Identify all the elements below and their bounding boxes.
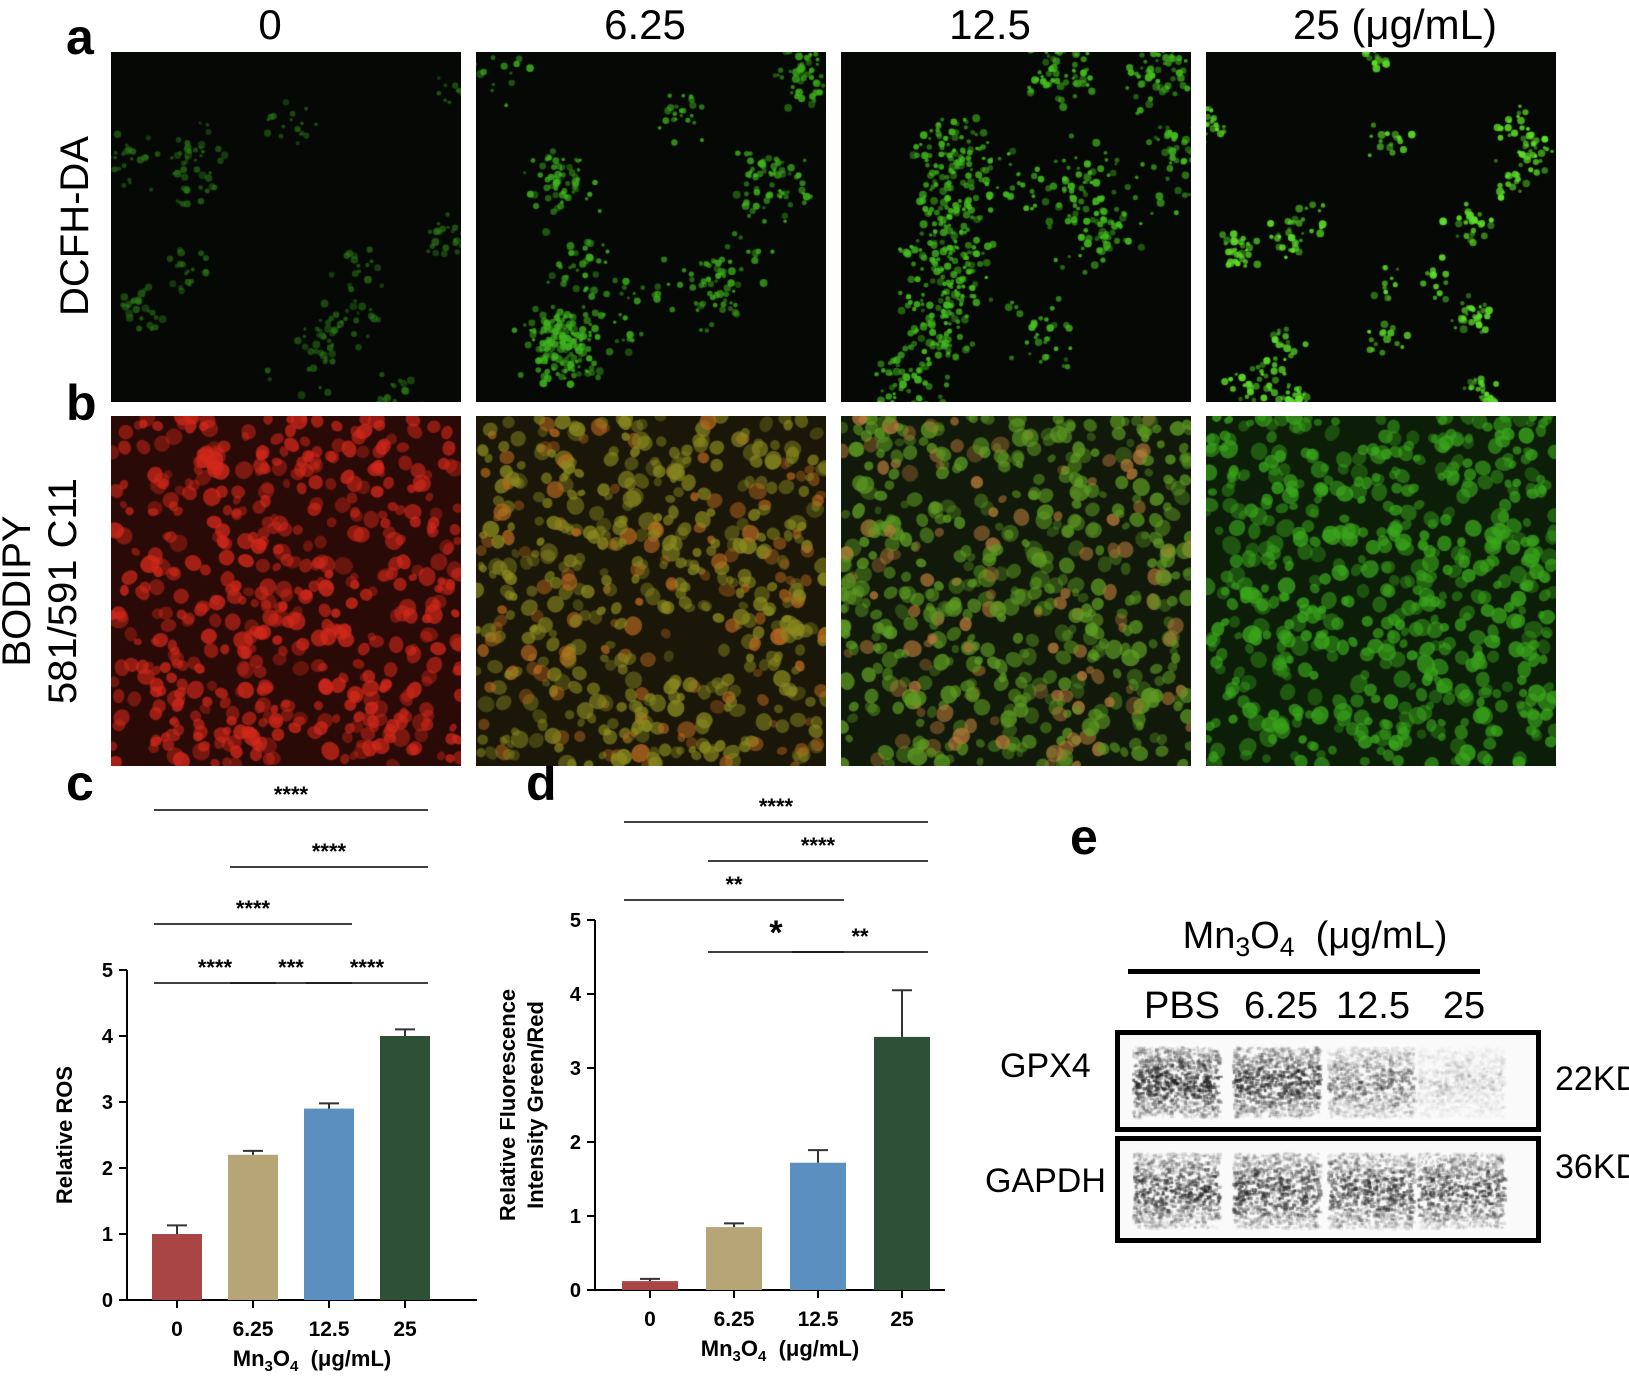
micrograph-b-12-5 [841, 416, 1191, 766]
panel-letter-d: d [526, 755, 557, 811]
row-label-b-line1: BODIPY [0, 515, 39, 667]
x-tick-label: 12.5 [309, 1318, 350, 1341]
bar [790, 1162, 846, 1290]
significance-label: **** [236, 896, 271, 921]
panel-letter-a: a [66, 9, 94, 65]
micrograph-a-25 [1206, 52, 1556, 402]
blot-bands-gpx4 [1120, 1035, 1536, 1127]
x-tick-label: 6.25 [714, 1308, 755, 1331]
x-axis-label: Mn3O4 (μg/mL) [701, 1336, 859, 1365]
western-blot-header-suffix: (μg/mL) [1294, 915, 1448, 957]
significance-label: **** [274, 782, 309, 807]
y-tick-label: 2 [102, 1158, 113, 1180]
lane-label-pbs: PBS [1143, 985, 1221, 1027]
bar [622, 1281, 678, 1290]
blot-box-gapdh [1115, 1136, 1541, 1243]
western-blot-header: Mn3O4 (μg/mL) [1125, 915, 1505, 963]
x-tick-label: 25 [393, 1318, 417, 1341]
row-label-a-line1: DCFH-DA [53, 136, 97, 316]
bar [228, 1154, 278, 1300]
panel-letter-b: b [66, 375, 97, 431]
micrograph-b-6-25-image [476, 416, 826, 766]
x-tick-label: 0 [644, 1308, 656, 1331]
y-tick-label: 0 [570, 1280, 581, 1302]
significance-label: **** [198, 955, 233, 980]
y-tick-label: 4 [570, 984, 582, 1006]
y-tick-label: 2 [570, 1132, 581, 1154]
western-blot-header-sub1: 3 [1235, 931, 1251, 962]
micrograph-b-0 [111, 416, 461, 766]
column-label-25: 25 (μg/mL) [1293, 1, 1497, 48]
y-tick-label: 1 [570, 1206, 581, 1228]
column-label-12-5: 12.5 [949, 1, 1031, 48]
micrograph-a-0-image [111, 52, 461, 402]
significance-label: ** [851, 924, 869, 949]
y-tick-label: 5 [102, 960, 113, 982]
significance-label: * [769, 914, 783, 952]
blot-bands-gapdh [1120, 1141, 1536, 1238]
micrograph-b-0-image [111, 416, 461, 766]
x-tick-label: 25 [890, 1308, 914, 1331]
micrograph-a-25-image [1206, 52, 1556, 402]
x-axis-label: Mn3O4 (μg/mL) [233, 1346, 391, 1375]
protein-label-gpx4: GPX4 [1000, 1047, 1091, 1085]
y-axis-label: Relative Fluorescence Intensity Green/Red [500, 989, 548, 1221]
significance-label: *** [278, 955, 304, 980]
lane-label-12-5: 12.5 [1336, 985, 1410, 1027]
x-tick-label: 12.5 [798, 1308, 839, 1331]
western-blot-header-sub2: 4 [1279, 931, 1295, 962]
panel-letter-c: c [66, 755, 94, 811]
chart-relative-fluorescence: 0 1 2 3 4 5 0 6.25 12.5 25 Mn3O4 (μg/mL) Relative F… [500, 794, 945, 1365]
western-blot-header-prefix: Mn [1182, 915, 1236, 957]
lane-label-6-25: 6.25 [1244, 985, 1318, 1027]
x-tick-label: 6.25 [233, 1318, 274, 1341]
lane-label-25: 25 [1442, 985, 1486, 1027]
micrograph-b-25 [1206, 416, 1556, 766]
protein-label-gapdh: GAPDH [985, 1162, 1106, 1200]
panel-letter-e: e [1070, 809, 1098, 865]
blot-box-gpx4 [1115, 1030, 1541, 1132]
column-label-6-25: 6.25 [604, 1, 686, 48]
bar [152, 1234, 202, 1300]
micrograph-b-6-25 [476, 416, 826, 766]
bar [304, 1108, 354, 1300]
micrograph-a-0 [111, 52, 461, 402]
micrograph-a-12-5-image [841, 52, 1191, 402]
significance-label: **** [312, 839, 347, 864]
bar [380, 1036, 430, 1300]
y-tick-label: 1 [102, 1224, 113, 1246]
size-label-22kd: 22KD [1555, 1060, 1629, 1098]
significance-label: **** [350, 955, 385, 980]
significance-label: ** [725, 872, 743, 897]
y-axis-label: Relative ROS [52, 1066, 77, 1204]
row-label-a: DCFH-DA [52, 66, 98, 386]
micrograph-a-12-5 [841, 52, 1191, 402]
y-tick-label: 0 [102, 1290, 113, 1312]
y-tick-label: 3 [102, 1092, 113, 1114]
significance-label: **** [759, 794, 794, 819]
y-tick-label: 5 [570, 910, 581, 932]
bar [874, 1036, 930, 1290]
micrograph-a-6-25 [476, 52, 826, 402]
x-tick-label: 0 [171, 1318, 183, 1341]
significance-label: **** [801, 833, 836, 858]
y-tick-label: 3 [570, 1058, 581, 1080]
western-blot-header-mid: O [1250, 915, 1280, 957]
column-label-0: 0 [258, 1, 282, 48]
size-label-36kd: 36KD [1555, 1148, 1629, 1186]
y-tick-label: 4 [102, 1026, 114, 1048]
row-label-b-line2: 581/591 C11 [41, 477, 85, 705]
row-label-b: BODIPY 581/591 C11 [0, 431, 86, 751]
micrograph-a-6-25-image [476, 52, 826, 402]
micrograph-b-12-5-image [841, 416, 1191, 766]
bar [706, 1227, 762, 1290]
micrograph-b-25-image [1206, 416, 1556, 766]
western-blot-header-line [1128, 969, 1480, 974]
